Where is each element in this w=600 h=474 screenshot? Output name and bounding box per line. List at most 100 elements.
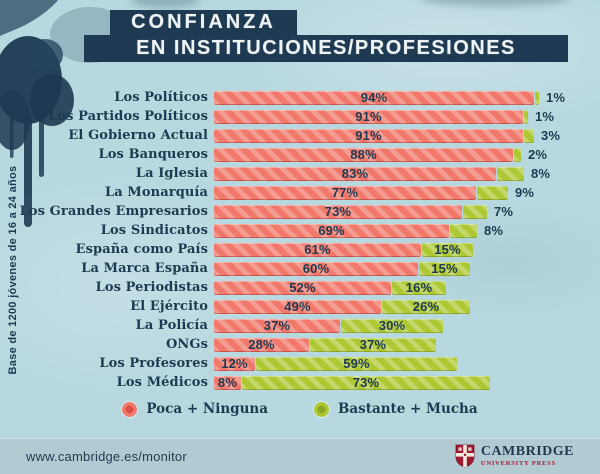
chart-row: Los Políticos 94% 1% <box>18 88 596 107</box>
value-label-bastante-mucha: 3% <box>541 128 561 143</box>
legend-label: Poca + Ninguna <box>146 401 268 417</box>
value-label-poca-ninguna: 28% <box>248 337 275 352</box>
value-label-bastante-mucha: 37% <box>359 337 387 352</box>
bar-chart: Los Políticos 94% 1% Los Partidos Políticos… <box>18 88 596 392</box>
bar-poca-ninguna: 94% <box>214 90 534 105</box>
value-label-poca-ninguna: 91% <box>355 128 382 143</box>
value-label-bastante-mucha: 7% <box>494 204 514 219</box>
value-label-bastante-mucha: 15% <box>431 261 458 276</box>
value-label-poca-ninguna: 94% <box>360 90 388 105</box>
footer-bar: www.cambridge.es/monitor CAMBRIDGE UNIVE… <box>0 438 600 474</box>
value-label-bastante-mucha: 8% <box>484 223 504 238</box>
category-label: El Gobierno Actual <box>68 128 208 143</box>
value-label-poca-ninguna: 77% <box>331 185 359 200</box>
legend-label: Bastante + Mucha <box>337 401 478 417</box>
value-label-poca-ninguna: 60% <box>302 261 330 276</box>
category-label: España como País <box>75 242 208 257</box>
bar-poca-ninguna: 88% <box>214 147 513 162</box>
bar-bastante-mucha <box>463 204 487 219</box>
bar-poca-ninguna: 8% <box>214 375 241 390</box>
bar-bastante-mucha: 15% <box>422 242 473 257</box>
legend-item-poca-ninguna: Poca + Ninguna <box>122 401 268 417</box>
chart-row: Los Periodistas 52% 16% <box>18 278 596 297</box>
bar-bastante-mucha: 15% <box>419 261 470 276</box>
bar-poca-ninguna: 60% <box>214 261 418 276</box>
value-label-bastante-mucha: 1% <box>535 109 555 124</box>
value-label-bastante-mucha: 8% <box>531 166 551 181</box>
chart-row: La Monarquía 77% 9% <box>18 183 596 202</box>
value-label-bastante-mucha: 59% <box>343 356 370 371</box>
bar-poca-ninguna: 61% <box>214 242 421 257</box>
bar-bastante-mucha <box>524 109 528 124</box>
bar-poca-ninguna: 49% <box>214 299 381 314</box>
cambridge-logo: CAMBRIDGE UNIVERSITY PRESS <box>455 444 574 468</box>
top-edge-smudge <box>420 0 570 6</box>
value-label-bastante-mucha: 26% <box>412 299 440 314</box>
bar-poca-ninguna: 28% <box>214 337 309 352</box>
bar-poca-ninguna: 12% <box>214 356 255 371</box>
value-label-poca-ninguna: 12% <box>221 356 248 371</box>
value-label-bastante-mucha: 2% <box>528 147 548 162</box>
value-label-bastante-mucha: 9% <box>515 185 535 200</box>
bar-poca-ninguna: 69% <box>214 223 449 238</box>
value-label-poca-ninguna: 69% <box>318 223 345 238</box>
value-label-poca-ninguna: 61% <box>304 242 331 257</box>
chart-row: Los Sindicatos 69% 8% <box>18 221 596 240</box>
value-label-poca-ninguna: 88% <box>350 147 377 162</box>
bar-bastante-mucha: 73% <box>242 375 490 390</box>
category-label: Los Sindicatos <box>100 223 208 238</box>
category-label: Los Banqueros <box>98 147 208 162</box>
chart-row: El Ejército 49% 26% <box>18 297 596 316</box>
value-label-bastante-mucha: 73% <box>352 375 380 390</box>
bar-bastante-mucha <box>535 90 539 105</box>
bar-bastante-mucha: 26% <box>382 299 470 314</box>
chart-row: España como País 61% 15% <box>18 240 596 259</box>
category-label: El Ejército <box>130 299 208 314</box>
value-label-poca-ninguna: 49% <box>284 299 311 314</box>
chart-row: Los Grandes Empresarios 73% 7% <box>18 202 596 221</box>
bar-poca-ninguna: 91% <box>214 128 523 143</box>
cambridge-shield-icon <box>455 444 475 468</box>
title-line-2: EN INSTITUCIONES/PROFESIONES <box>84 35 568 62</box>
bar-bastante-mucha: 30% <box>341 318 443 333</box>
legend-red-dot-icon <box>122 401 138 417</box>
value-label-poca-ninguna: 37% <box>263 318 291 333</box>
value-label-bastante-mucha: 1% <box>546 90 566 105</box>
bar-bastante-mucha <box>450 223 477 238</box>
bar-poca-ninguna: 83% <box>214 166 496 181</box>
bar-poca-ninguna: 91% <box>214 109 523 124</box>
category-label: Los Profesores <box>99 356 208 371</box>
chart-row: El Gobierno Actual 91% 3% <box>18 126 596 145</box>
value-label-poca-ninguna: 91% <box>355 109 382 124</box>
chart-row: La Iglesia 83% 8% <box>18 164 596 183</box>
title-line-1: CONFIANZA <box>110 10 297 35</box>
chart-row: Los Médicos 8% 73% <box>18 373 596 392</box>
chart-row: La Policía 37% 30% <box>18 316 596 335</box>
logo-name-text: CAMBRIDGE <box>480 443 574 459</box>
bar-poca-ninguna: 73% <box>214 204 462 219</box>
bar-poca-ninguna: 77% <box>214 185 476 200</box>
bar-poca-ninguna: 52% <box>214 280 391 295</box>
category-label: ONGs <box>165 337 208 352</box>
bar-poca-ninguna: 37% <box>214 318 340 333</box>
bar-bastante-mucha <box>514 147 521 162</box>
category-label: Los Partidos Políticos <box>48 109 208 124</box>
category-label: Los Grandes Empresarios <box>19 204 208 219</box>
legend-item-bastante-mucha: Bastante + Mucha <box>313 401 478 417</box>
value-label-bastante-mucha: 16% <box>405 280 433 295</box>
category-label: Los Políticos <box>114 90 208 105</box>
chart-legend: Poca + Ninguna Bastante + Mucha <box>0 401 600 417</box>
footer-url-link[interactable]: www.cambridge.es/monitor <box>26 448 187 464</box>
bar-bastante-mucha <box>497 166 524 181</box>
title-line-2-text: EN INSTITUCIONES/PROFESIONES <box>136 37 516 59</box>
category-label: La Policía <box>135 318 208 333</box>
bar-bastante-mucha: 59% <box>256 356 457 371</box>
value-label-poca-ninguna: 73% <box>324 204 352 219</box>
value-label-poca-ninguna: 52% <box>289 280 316 295</box>
top-edge-smudge <box>130 0 200 8</box>
value-label-bastante-mucha: 15% <box>434 242 461 257</box>
chart-row: La Marca España 60% 15% <box>18 259 596 278</box>
chart-row: Los Profesores 12% 59% <box>18 354 596 373</box>
category-label: La Iglesia <box>135 166 208 181</box>
value-label-bastante-mucha: 30% <box>378 318 406 333</box>
